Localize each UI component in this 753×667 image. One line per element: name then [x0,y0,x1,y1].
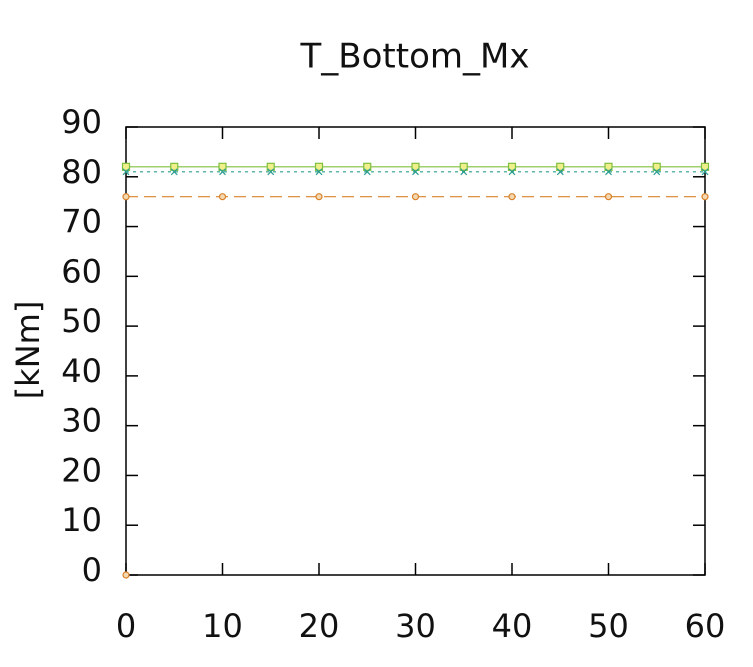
marker [266,162,275,171]
marker [604,162,613,171]
marker [507,162,517,171]
y-axis-label: [kNm] [9,301,47,400]
marker [218,162,227,171]
y-tick-label: 60 [61,252,102,290]
y-tick-label: 10 [61,501,102,539]
marker [700,162,710,171]
marker [122,571,130,579]
y-tick-label: 30 [61,402,102,440]
marker [122,193,130,201]
marker [267,168,275,176]
marker [363,162,372,171]
marker [218,193,227,201]
x-tick-label: 0 [116,607,136,645]
marker [460,168,468,176]
y-tick-label: 40 [61,352,102,390]
y-tick-label: 70 [61,203,102,241]
chart-title: T_Bottom_Mx [300,37,530,77]
marker [411,193,420,201]
marker [653,168,661,176]
marker [314,162,324,171]
marker [412,168,419,176]
y-tick-label: 80 [61,153,102,191]
marker [556,162,565,171]
marker [122,168,130,176]
marker [411,162,420,171]
x-tick-label: 60 [685,607,726,645]
x-tick-label: 20 [299,607,340,645]
x-tick-label: 30 [395,607,436,645]
marker [652,162,661,171]
marker [459,162,468,171]
marker [170,162,179,171]
x-tick-label: 40 [492,607,533,645]
marker [219,168,226,176]
marker [701,168,709,176]
y-tick-label: 50 [61,302,102,340]
y-tick-label: 20 [61,451,102,489]
x-tick-label: 10 [202,607,243,645]
marker [556,168,564,176]
marker [604,193,613,201]
marker [170,168,178,176]
marker [605,168,612,176]
x-tick-label: 50 [588,607,629,645]
marker [508,168,516,176]
marker [315,193,323,201]
marker [363,168,371,176]
marker [121,162,131,171]
marker [315,168,323,176]
marker [508,193,516,201]
y-tick-label: 0 [82,551,102,589]
marker [701,193,709,201]
y-tick-label: 90 [61,103,102,141]
